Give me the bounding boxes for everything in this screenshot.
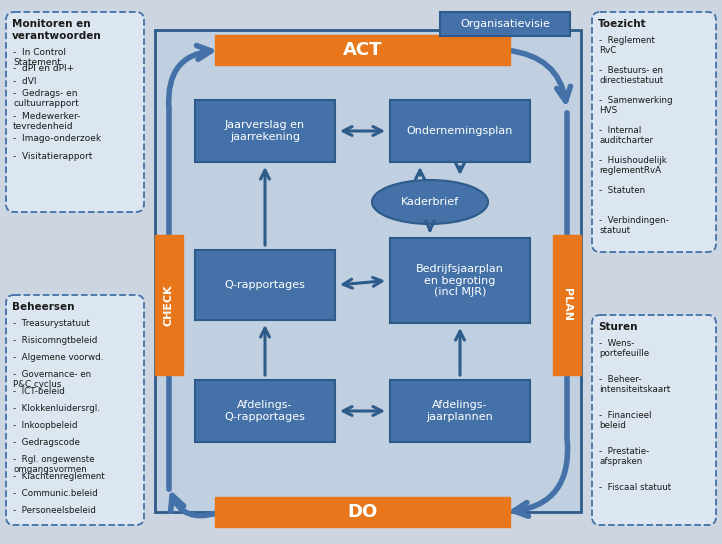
Text: -  Visitatierapport: - Visitatierapport bbox=[13, 152, 92, 161]
Text: Afdelings-
jaarplannen: Afdelings- jaarplannen bbox=[427, 400, 493, 422]
Text: ACT: ACT bbox=[343, 41, 382, 59]
Text: -  ICT-beleid: - ICT-beleid bbox=[13, 387, 65, 396]
Text: -  Risicomngtbeleid: - Risicomngtbeleid bbox=[13, 336, 97, 345]
Text: -  Wens-
portefeuille: - Wens- portefeuille bbox=[599, 339, 649, 358]
Text: -  Gedragscode: - Gedragscode bbox=[13, 438, 80, 447]
Text: PLAN: PLAN bbox=[562, 288, 572, 322]
FancyBboxPatch shape bbox=[195, 100, 335, 162]
Text: -  In Control
Statement: - In Control Statement bbox=[13, 48, 66, 67]
Text: -  Statuten: - Statuten bbox=[599, 186, 645, 195]
Text: -  Fiscaal statuut: - Fiscaal statuut bbox=[599, 483, 671, 492]
Text: -  Internal
auditcharter: - Internal auditcharter bbox=[599, 126, 653, 145]
Text: Afdelings-
Q-rapportages: Afdelings- Q-rapportages bbox=[225, 400, 305, 422]
Text: -  Algemene voorwd.: - Algemene voorwd. bbox=[13, 353, 103, 362]
Ellipse shape bbox=[372, 180, 488, 224]
Text: -  dVI: - dVI bbox=[13, 77, 37, 86]
Text: -  Verbindingen-
statuut: - Verbindingen- statuut bbox=[599, 216, 669, 236]
FancyBboxPatch shape bbox=[592, 12, 716, 252]
FancyBboxPatch shape bbox=[6, 12, 144, 212]
Text: -  Financieel
beleid: - Financieel beleid bbox=[599, 411, 651, 430]
FancyBboxPatch shape bbox=[155, 235, 183, 375]
FancyBboxPatch shape bbox=[592, 315, 716, 525]
FancyBboxPatch shape bbox=[155, 30, 581, 512]
Text: -  Treasurystatuut: - Treasurystatuut bbox=[13, 319, 90, 328]
Text: -  Medewerker-
tevredenheid: - Medewerker- tevredenheid bbox=[13, 112, 80, 132]
Text: -  Reglement
RvC: - Reglement RvC bbox=[599, 36, 655, 55]
FancyBboxPatch shape bbox=[195, 380, 335, 442]
Text: -  Klokkenluidersrgl.: - Klokkenluidersrgl. bbox=[13, 404, 100, 413]
Text: -  Bestuurs- en
directiestatuut: - Bestuurs- en directiestatuut bbox=[599, 66, 663, 85]
Text: -  Samenwerking
HVS: - Samenwerking HVS bbox=[599, 96, 673, 115]
Text: Monitoren en
verantwoorden: Monitoren en verantwoorden bbox=[12, 19, 102, 41]
Text: Q-rapportages: Q-rapportages bbox=[225, 280, 305, 290]
Text: -  Communic.beleid: - Communic.beleid bbox=[13, 489, 97, 498]
FancyBboxPatch shape bbox=[390, 238, 530, 323]
Text: -  Inkoopbeleid: - Inkoopbeleid bbox=[13, 421, 77, 430]
Text: -  Huishoudelijk
reglementRvA: - Huishoudelijk reglementRvA bbox=[599, 156, 666, 175]
FancyBboxPatch shape bbox=[215, 497, 510, 527]
Text: DO: DO bbox=[347, 503, 378, 521]
Text: -  Personeelsbeleid: - Personeelsbeleid bbox=[13, 506, 96, 515]
Text: Beheersen: Beheersen bbox=[12, 302, 74, 312]
FancyBboxPatch shape bbox=[6, 295, 144, 525]
Text: -  Prestatie-
afspraken: - Prestatie- afspraken bbox=[599, 447, 649, 466]
Text: Ondernemingsplan: Ondernemingsplan bbox=[406, 126, 513, 136]
FancyBboxPatch shape bbox=[390, 380, 530, 442]
FancyBboxPatch shape bbox=[195, 250, 335, 320]
Text: -  Klachtenreglement: - Klachtenreglement bbox=[13, 472, 105, 481]
Text: -  dPI en dPI+: - dPI en dPI+ bbox=[13, 64, 74, 73]
FancyBboxPatch shape bbox=[553, 235, 581, 375]
Text: -  Governance- en
P&C cyclus: - Governance- en P&C cyclus bbox=[13, 370, 91, 390]
Text: -  Imago-onderzoek: - Imago-onderzoek bbox=[13, 134, 101, 143]
Text: Sturen: Sturen bbox=[598, 322, 638, 332]
Text: Bedrijfsjaarplan
en begroting
(incl MJR): Bedrijfsjaarplan en begroting (incl MJR) bbox=[416, 264, 504, 297]
Text: Kaderbrief: Kaderbrief bbox=[401, 197, 459, 207]
Text: Organisatievisie: Organisatievisie bbox=[460, 19, 550, 29]
FancyBboxPatch shape bbox=[440, 12, 570, 36]
Text: CHECK: CHECK bbox=[164, 284, 174, 326]
Text: Toezicht: Toezicht bbox=[598, 19, 647, 29]
FancyBboxPatch shape bbox=[215, 35, 510, 65]
Text: -  Gedrags- en
cultuurrapport: - Gedrags- en cultuurrapport bbox=[13, 89, 79, 108]
Text: -  Rgl. ongewenste
omgangsvormen: - Rgl. ongewenste omgangsvormen bbox=[13, 455, 95, 474]
Text: -  Beheer-
intensiteitskaart: - Beheer- intensiteitskaart bbox=[599, 375, 670, 394]
FancyBboxPatch shape bbox=[390, 100, 530, 162]
Text: Jaarverslag en
jaarrekening: Jaarverslag en jaarrekening bbox=[225, 120, 305, 142]
